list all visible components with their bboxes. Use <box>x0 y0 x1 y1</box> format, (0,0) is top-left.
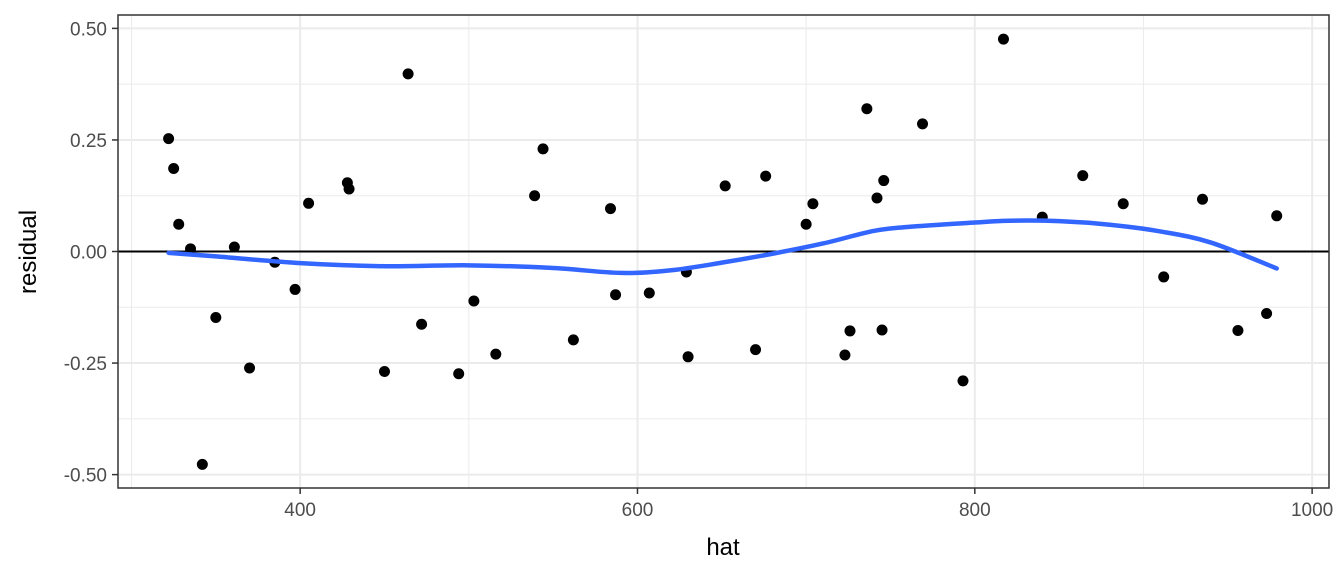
x-tick-label: 600 <box>622 500 654 521</box>
data-point <box>1077 170 1089 182</box>
data-point <box>567 334 579 346</box>
data-point <box>303 197 315 209</box>
data-point <box>1197 193 1209 205</box>
data-point <box>957 375 969 387</box>
data-point <box>210 312 222 324</box>
data-point <box>643 287 655 299</box>
x-tick-label: 400 <box>284 500 316 521</box>
data-point <box>878 175 890 187</box>
data-points <box>163 33 1283 470</box>
y-tick-label: 0.50 <box>70 19 107 40</box>
data-point <box>917 118 929 130</box>
data-point <box>453 368 465 380</box>
data-point <box>844 325 856 337</box>
y-tick-label: 0.25 <box>70 131 107 152</box>
y-axis-title: residual <box>15 210 42 294</box>
x-axis-title: hat <box>706 534 740 561</box>
y-tick-label: -0.50 <box>64 466 107 487</box>
data-point <box>1261 308 1273 320</box>
data-point <box>468 295 480 307</box>
data-point <box>343 183 355 195</box>
data-point <box>378 366 390 378</box>
data-point <box>173 218 185 230</box>
data-point <box>228 241 240 253</box>
data-point <box>997 33 1009 45</box>
x-axis-ticks: 400 600 800 1000 <box>284 488 1333 521</box>
y-tick-label: 0.00 <box>70 243 107 264</box>
data-point <box>244 362 256 374</box>
data-point <box>490 348 502 360</box>
y-axis-ticks: -0.50 -0.25 0.00 0.25 0.50 <box>64 19 118 487</box>
data-point <box>876 324 888 336</box>
y-tick-label: -0.25 <box>64 354 107 375</box>
data-point <box>1158 271 1170 283</box>
x-tick-label: 800 <box>959 500 991 521</box>
data-point <box>871 192 883 204</box>
data-point <box>719 180 731 192</box>
data-point <box>416 318 428 330</box>
data-point <box>760 170 772 182</box>
data-point <box>196 458 208 470</box>
data-point <box>839 349 851 361</box>
x-tick-label: 1000 <box>1291 500 1333 521</box>
data-point <box>289 283 301 295</box>
data-point <box>168 163 180 175</box>
data-point <box>1232 324 1244 336</box>
data-point <box>800 218 812 230</box>
data-point <box>1271 210 1283 222</box>
data-point <box>402 68 414 80</box>
data-point <box>1117 198 1129 210</box>
smooth-curve <box>166 218 1279 276</box>
data-point <box>807 198 819 210</box>
data-point <box>185 243 197 255</box>
data-point <box>537 143 549 155</box>
data-point <box>529 190 541 202</box>
data-point <box>861 103 873 115</box>
data-point <box>750 344 762 356</box>
data-point <box>610 289 622 301</box>
data-point <box>604 203 616 215</box>
data-point <box>163 133 175 145</box>
data-point <box>682 351 694 363</box>
